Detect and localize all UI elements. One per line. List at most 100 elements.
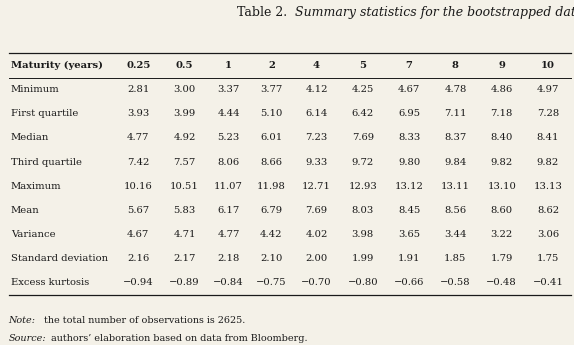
Text: Maximum: Maximum [11, 182, 61, 191]
Text: 13.11: 13.11 [441, 182, 470, 191]
Text: 4.12: 4.12 [305, 85, 328, 94]
Text: 7.69: 7.69 [352, 134, 374, 142]
Text: 10.51: 10.51 [170, 182, 199, 191]
Text: 3.77: 3.77 [260, 85, 282, 94]
Text: 2.16: 2.16 [127, 254, 149, 263]
Text: Source:: Source: [9, 334, 46, 343]
Text: 1.79: 1.79 [491, 254, 513, 263]
Text: 9: 9 [498, 61, 505, 70]
Text: 5.83: 5.83 [173, 206, 196, 215]
Text: 5.67: 5.67 [127, 206, 149, 215]
Text: 8: 8 [452, 61, 459, 70]
Text: 3.22: 3.22 [491, 230, 513, 239]
Text: 3.65: 3.65 [398, 230, 420, 239]
Text: 10.16: 10.16 [124, 182, 153, 191]
Text: −0.80: −0.80 [347, 278, 378, 287]
Text: 9.84: 9.84 [444, 158, 467, 167]
Text: 11.07: 11.07 [214, 182, 243, 191]
Text: 7: 7 [406, 61, 413, 70]
Text: the total number of observations is 2625.: the total number of observations is 2625… [41, 316, 245, 325]
Text: 8.03: 8.03 [352, 206, 374, 215]
Text: 12.71: 12.71 [302, 182, 331, 191]
Text: 1.85: 1.85 [444, 254, 467, 263]
Text: 4.77: 4.77 [127, 134, 149, 142]
Text: −0.84: −0.84 [213, 278, 244, 287]
Text: Median: Median [11, 134, 49, 142]
Text: 2: 2 [268, 61, 275, 70]
Text: 4.77: 4.77 [218, 230, 240, 239]
Text: 1.91: 1.91 [398, 254, 420, 263]
Text: 7.28: 7.28 [537, 109, 559, 118]
Text: 1.99: 1.99 [352, 254, 374, 263]
Text: 4: 4 [313, 61, 320, 70]
Text: Standard deviation: Standard deviation [11, 254, 108, 263]
Text: 9.82: 9.82 [537, 158, 559, 167]
Text: −0.89: −0.89 [169, 278, 200, 287]
Text: 8.45: 8.45 [398, 206, 420, 215]
Text: 4.67: 4.67 [127, 230, 149, 239]
Text: 10: 10 [541, 61, 555, 70]
Text: 2.18: 2.18 [218, 254, 240, 263]
Text: −0.48: −0.48 [486, 278, 517, 287]
Text: 3.00: 3.00 [173, 85, 196, 94]
Text: 11.98: 11.98 [257, 182, 286, 191]
Text: 8.66: 8.66 [261, 158, 282, 167]
Text: 4.02: 4.02 [305, 230, 328, 239]
Text: 2.81: 2.81 [127, 85, 149, 94]
Text: 6.14: 6.14 [305, 109, 328, 118]
Text: 0.5: 0.5 [176, 61, 193, 70]
Text: Table 2.: Table 2. [237, 6, 287, 19]
Text: Third quartile: Third quartile [11, 158, 82, 167]
Text: 4.78: 4.78 [444, 85, 467, 94]
Text: 8.33: 8.33 [398, 134, 420, 142]
Text: 2.17: 2.17 [173, 254, 196, 263]
Text: 13.10: 13.10 [487, 182, 516, 191]
Text: 8.37: 8.37 [444, 134, 467, 142]
Text: 9.72: 9.72 [352, 158, 374, 167]
Text: Minimum: Minimum [11, 85, 60, 94]
Text: 8.40: 8.40 [491, 134, 513, 142]
Text: 8.62: 8.62 [537, 206, 559, 215]
Text: Maturity (years): Maturity (years) [11, 61, 103, 70]
Text: 4.44: 4.44 [217, 109, 240, 118]
Text: −0.41: −0.41 [533, 278, 564, 287]
Text: Mean: Mean [11, 206, 40, 215]
Text: −0.94: −0.94 [123, 278, 154, 287]
Text: 4.71: 4.71 [173, 230, 196, 239]
Text: 6.01: 6.01 [260, 134, 282, 142]
Text: 1.75: 1.75 [537, 254, 559, 263]
Text: 8.60: 8.60 [491, 206, 513, 215]
Text: 3.98: 3.98 [352, 230, 374, 239]
Text: 12.93: 12.93 [348, 182, 377, 191]
Text: 2.00: 2.00 [305, 254, 328, 263]
Text: Variance: Variance [11, 230, 56, 239]
Text: 4.97: 4.97 [537, 85, 559, 94]
Text: 3.44: 3.44 [444, 230, 467, 239]
Text: 3.37: 3.37 [218, 85, 240, 94]
Text: 3.93: 3.93 [127, 109, 149, 118]
Text: 3.06: 3.06 [537, 230, 559, 239]
Text: 6.79: 6.79 [260, 206, 282, 215]
Text: 7.69: 7.69 [305, 206, 328, 215]
Text: −0.66: −0.66 [394, 278, 424, 287]
Text: 9.80: 9.80 [398, 158, 420, 167]
Text: −0.75: −0.75 [256, 278, 286, 287]
Text: 4.25: 4.25 [352, 85, 374, 94]
Text: 5: 5 [359, 61, 366, 70]
Text: 4.86: 4.86 [491, 85, 513, 94]
Text: 7.11: 7.11 [444, 109, 467, 118]
Text: 6.17: 6.17 [218, 206, 240, 215]
Text: 1: 1 [225, 61, 232, 70]
Text: Note:: Note: [9, 316, 36, 325]
Text: 3.99: 3.99 [173, 109, 196, 118]
Text: 13.12: 13.12 [395, 182, 424, 191]
Text: 2.10: 2.10 [260, 254, 282, 263]
Text: 7.42: 7.42 [127, 158, 149, 167]
Text: 4.42: 4.42 [260, 230, 282, 239]
Text: 5.23: 5.23 [218, 134, 240, 142]
Text: 8.56: 8.56 [444, 206, 467, 215]
Text: authors’ elaboration based on data from Bloomberg.: authors’ elaboration based on data from … [48, 334, 307, 343]
Text: 4.92: 4.92 [173, 134, 196, 142]
Text: 7.57: 7.57 [173, 158, 196, 167]
Text: 6.42: 6.42 [352, 109, 374, 118]
